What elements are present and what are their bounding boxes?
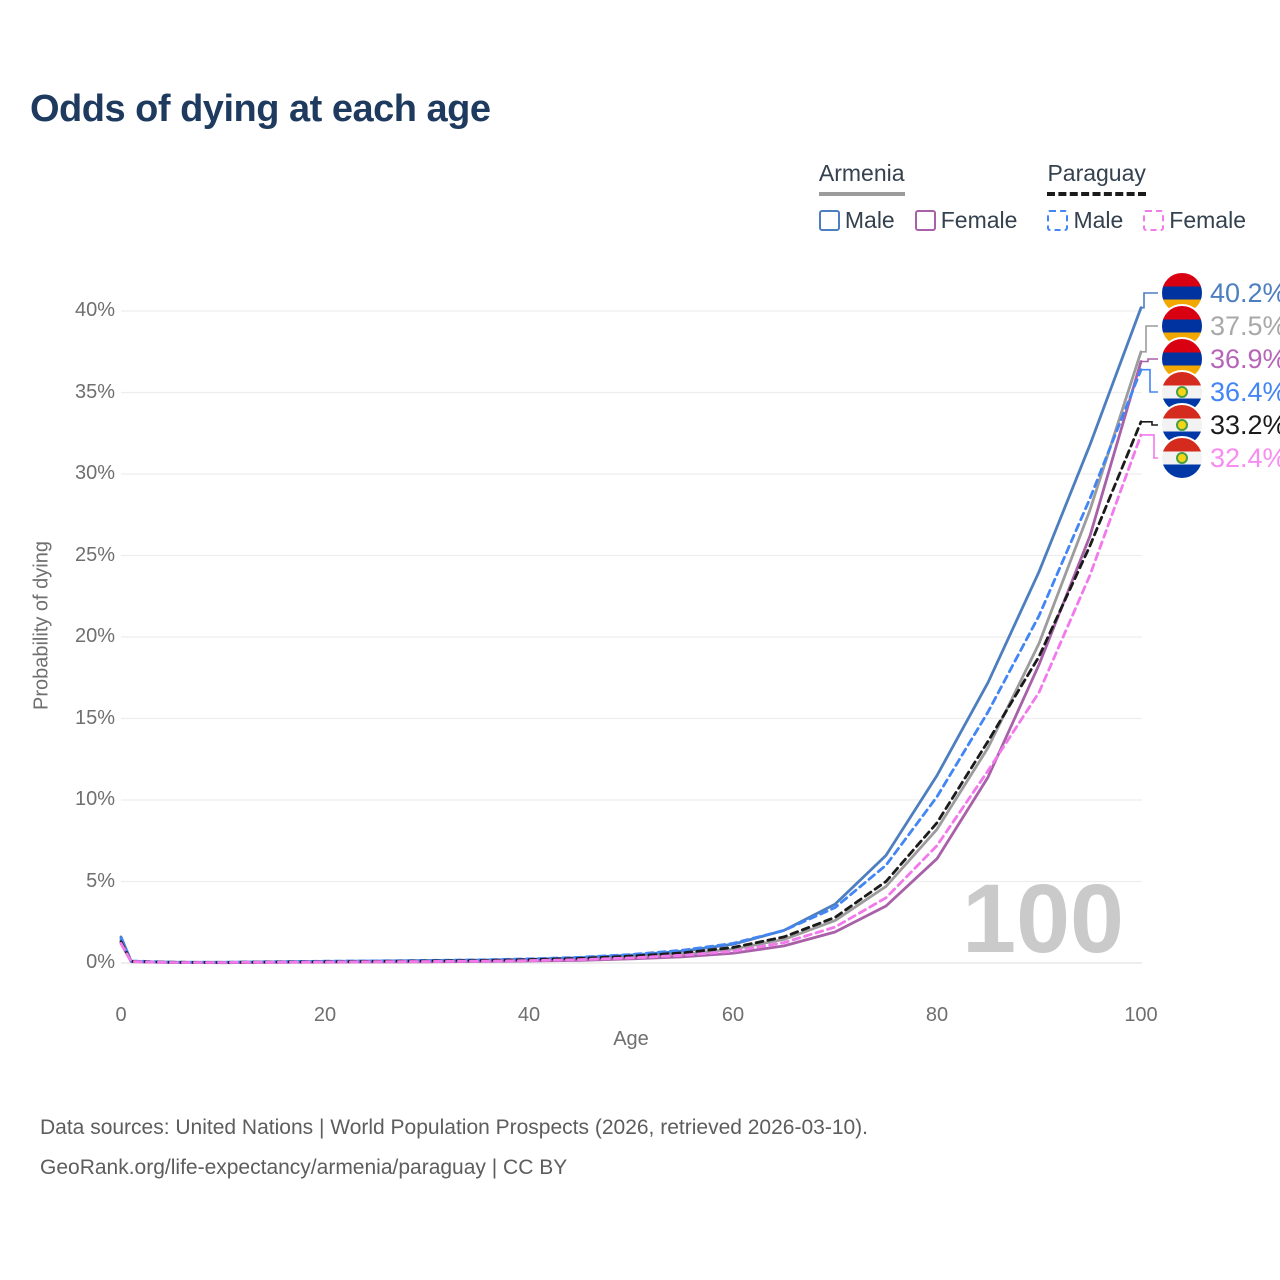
end-label-connector	[1141, 434, 1158, 459]
end-label-connector	[1141, 368, 1158, 393]
end-value-label: 40.2%	[1210, 277, 1280, 308]
y-tick-label: 20%	[74, 625, 115, 647]
end-label-connector	[1141, 358, 1158, 363]
checkbox-armenia-female[interactable]	[914, 210, 936, 231]
y-tick-label: 15%	[74, 706, 115, 729]
legend-item-label: Male	[1073, 207, 1124, 233]
y-tick-label: 10%	[74, 788, 115, 810]
legend-item-paraguay-female[interactable]: Female	[1143, 207, 1246, 234]
x-axis-title: Age	[613, 1028, 649, 1050]
end-label-paraguay-female: 32.4%	[1160, 436, 1280, 480]
age-frame-watermark: 100	[962, 864, 1124, 973]
y-tick-label: 40%	[74, 299, 115, 321]
legend-item-label: Male	[844, 207, 895, 233]
footer-data-sources: Data sources: United Nations | World Pop…	[40, 1116, 869, 1139]
y-tick-label: 0%	[86, 951, 115, 973]
checkbox-paraguay-female[interactable]	[1143, 210, 1165, 231]
end-label-connector	[1141, 292, 1158, 309]
legend-item-armenia-female[interactable]: Female	[914, 207, 1018, 234]
y-tick-label: 25%	[74, 543, 115, 566]
checkbox-paraguay-male[interactable]	[1047, 210, 1069, 231]
x-tick-label: 100	[1124, 1004, 1158, 1026]
legend-item-paraguay-male[interactable]: Male	[1047, 207, 1123, 234]
legend-header-armenia: Armenia	[818, 160, 905, 196]
y-tick-label: 30%	[74, 462, 115, 484]
end-label-connector	[1141, 421, 1158, 426]
page-title: Odds of dying at each age	[30, 88, 491, 130]
y-tick-label: 5%	[86, 869, 115, 892]
end-value-label: 36.4%	[1210, 376, 1280, 407]
end-value-label: 32.4%	[1210, 442, 1280, 473]
end-label-connector	[1141, 325, 1158, 353]
x-tick-label: 80	[925, 1004, 949, 1026]
legend-item-label: Female	[1169, 207, 1246, 233]
x-tick-label: 40	[517, 1004, 541, 1026]
legend-group-armenia: Armenia Male Female	[818, 160, 1018, 234]
x-tick-label: 60	[721, 1004, 745, 1026]
end-value-label: 37.5%	[1210, 310, 1280, 341]
legend-item-armenia-male[interactable]: Male	[818, 207, 895, 234]
x-tick-label: 0	[115, 1004, 127, 1026]
footer: Data sources: United Nations | World Pop…	[40, 1108, 868, 1188]
end-value-label: 33.2%	[1210, 409, 1280, 440]
line-paraguay-female	[119, 433, 1143, 964]
x-tick-label: 20	[313, 1004, 337, 1026]
footer-attribution: GeoRank.org/life-expectancy/armenia/para…	[40, 1156, 568, 1179]
legend: Armenia Male Female Paraguay Male	[818, 160, 1246, 234]
legend-item-label: Female	[940, 207, 1018, 233]
end-value-label: 36.9%	[1210, 343, 1280, 374]
end-label-paraguay-both: 33.2%	[1160, 403, 1280, 447]
checkbox-armenia-male[interactable]	[818, 210, 840, 231]
legend-header-paraguay: Paraguay	[1047, 160, 1146, 196]
paraguay-flag-icon	[1160, 436, 1204, 480]
y-tick-label: 35%	[74, 380, 115, 403]
legend-group-paraguay: Paraguay Male Female	[1047, 160, 1246, 234]
